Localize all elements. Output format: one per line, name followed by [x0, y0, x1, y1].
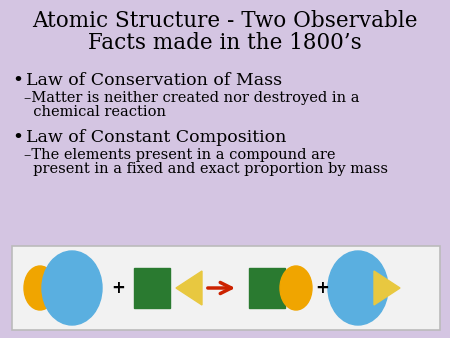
Ellipse shape: [42, 251, 102, 325]
Text: chemical reaction: chemical reaction: [24, 105, 166, 119]
Ellipse shape: [328, 251, 388, 325]
Ellipse shape: [280, 266, 312, 310]
Polygon shape: [374, 271, 400, 305]
Text: Atomic Structure - Two Observable: Atomic Structure - Two Observable: [32, 10, 418, 32]
Polygon shape: [176, 271, 202, 305]
Bar: [12, 246, 440, 330]
Text: +: +: [111, 279, 125, 297]
Bar: [134, 268, 170, 308]
Text: •: •: [12, 129, 23, 147]
Text: Law of Conservation of Mass: Law of Conservation of Mass: [26, 72, 282, 89]
Text: +: +: [315, 279, 329, 297]
Bar: [249, 268, 285, 308]
Text: Facts made in the 1800’s: Facts made in the 1800’s: [88, 32, 362, 54]
Text: –The elements present in a compound are: –The elements present in a compound are: [24, 148, 336, 162]
Ellipse shape: [24, 266, 56, 310]
Text: –Matter is neither created nor destroyed in a: –Matter is neither created nor destroyed…: [24, 91, 360, 105]
Text: •: •: [12, 72, 23, 90]
Text: Law of Constant Composition: Law of Constant Composition: [26, 129, 286, 146]
Text: present in a fixed and exact proportion by mass: present in a fixed and exact proportion …: [24, 162, 388, 176]
